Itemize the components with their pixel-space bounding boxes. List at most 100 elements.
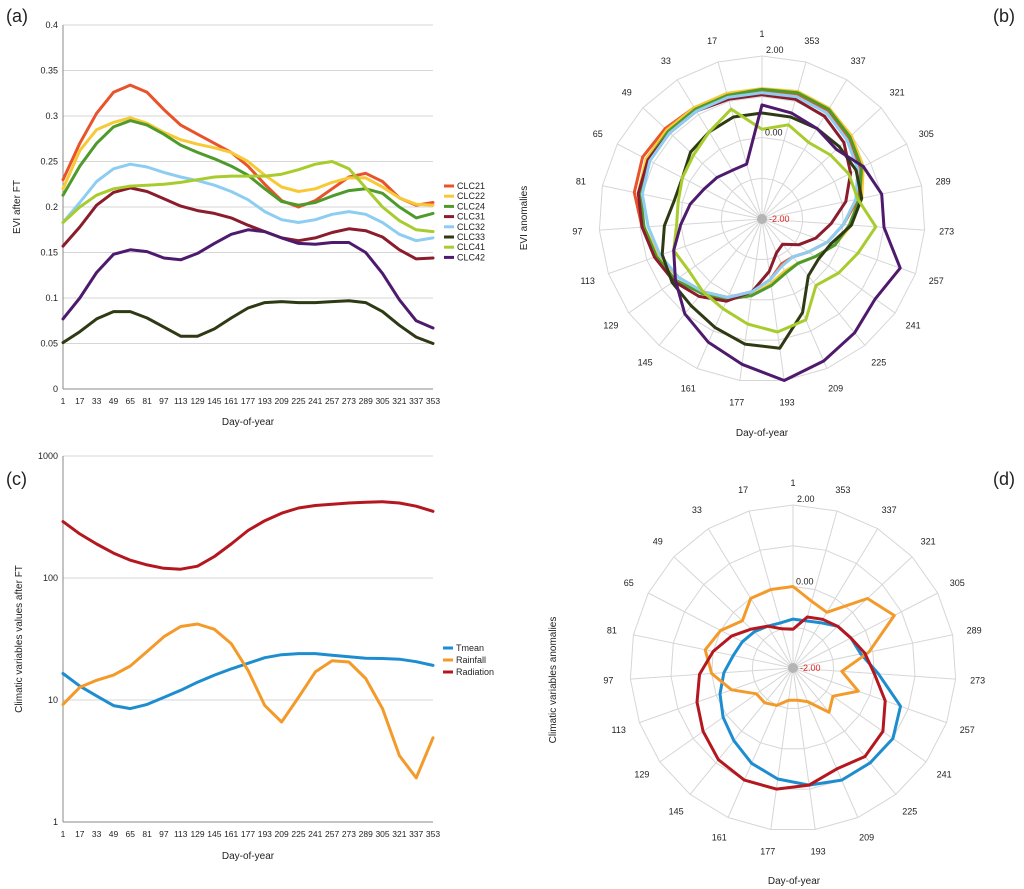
radar-center-dot	[788, 663, 798, 673]
y-tick-label: 0	[53, 384, 58, 394]
x-tick-label: 273	[342, 829, 356, 839]
radar-axis-label: 193	[811, 846, 826, 856]
radar-spoke	[676, 79, 763, 220]
radar-spoke	[761, 218, 828, 369]
panel-d-ylabel: Climatic variables anomalies	[548, 617, 559, 744]
x-tick-label: 49	[109, 829, 119, 839]
radar-center-dot	[757, 214, 767, 224]
radar-axis-label: 209	[859, 833, 874, 843]
radar-axis-label: 97	[572, 227, 582, 237]
panel-d-radar: 1 353 337 321 305 289 273 257 241 225 209 193 177 161…	[603, 478, 985, 856]
x-tick-label: 17	[75, 829, 85, 839]
x-tick-label: 353	[426, 396, 440, 406]
radar-axis-label: 225	[902, 807, 917, 817]
y-tick-label: 0.15	[40, 248, 58, 258]
x-tick-label: 225	[291, 396, 305, 406]
radar-axis-label: 145	[638, 358, 653, 368]
radar-ring	[670, 545, 916, 790]
y-tick-label: 10	[48, 695, 58, 705]
x-tick-label: 273	[342, 396, 356, 406]
radar-axis-label: 241	[906, 321, 921, 331]
radar-ring-label: 0.00	[796, 577, 814, 587]
radar-spoke	[673, 556, 794, 669]
x-tick-label: 81	[142, 396, 152, 406]
radar-spoke	[761, 185, 922, 220]
radar-outer-label: 2.00	[797, 494, 815, 504]
radar-axis-label: 129	[603, 321, 618, 331]
radar-axis-label: 305	[919, 129, 934, 139]
radar-axis-label: 81	[607, 625, 617, 635]
panel-b-label: (b)	[993, 6, 1015, 26]
radar-spoke	[792, 667, 927, 763]
y-tick-label: 0.1	[45, 293, 58, 303]
x-tick-label: 353	[426, 829, 440, 839]
radar-axis-label: 337	[851, 56, 866, 66]
legend-label-clc24: CLC24	[457, 201, 485, 211]
x-tick-label: 33	[92, 829, 102, 839]
radar-axis-label: 17	[707, 36, 717, 46]
radar-spoke	[792, 528, 879, 669]
panel-c-ylabel: Climatic variables values after FT	[14, 565, 25, 713]
radar-spoke	[792, 667, 816, 830]
radar-spoke	[792, 667, 897, 795]
radar-series-clc32	[640, 91, 860, 299]
radar-spoke	[761, 143, 907, 220]
radar-axis-label: 241	[937, 770, 952, 780]
legend-label-clc21: CLC21	[457, 181, 485, 191]
panel-c-y-ticks: 1 10 100 1000	[38, 451, 58, 827]
radar-axis-label: 225	[871, 358, 886, 368]
radar-spoke	[761, 61, 807, 220]
radar-axis-label: 353	[804, 36, 819, 46]
radar-spoke	[792, 510, 838, 669]
radar-axis-label: 65	[624, 578, 634, 588]
radar-axis-label: 97	[603, 676, 613, 686]
panel-a-series	[61, 83, 435, 345]
radar-axis-label: 1	[790, 478, 795, 488]
x-tick-label: 129	[190, 829, 204, 839]
radar-series-rainfall	[703, 585, 896, 714]
radar-axis-label: 177	[729, 397, 744, 407]
x-tick-label: 1	[61, 396, 66, 406]
radar-spoke	[792, 667, 859, 818]
legend-label-tmean: Tmean	[456, 643, 484, 653]
x-tick-label: 97	[159, 829, 169, 839]
y-tick-label: 0.05	[40, 339, 58, 349]
x-tick-label: 209	[275, 829, 289, 839]
radar-axis-label: 145	[669, 807, 684, 817]
legend-label-clc32: CLC32	[457, 222, 485, 232]
radar-axis-label: 65	[593, 129, 603, 139]
panel-d-xlabel: Day-of-year	[768, 876, 821, 887]
x-tick-label: 289	[359, 829, 373, 839]
panel-a-x-ticks: 1 17 33 49 65 81 97 113 129 145 161 177 193 209 225 241…	[61, 396, 441, 406]
y-tick-label: 100	[43, 573, 58, 583]
x-tick-label: 113	[174, 829, 188, 839]
radar-ring	[598, 55, 926, 381]
panel-c-xlabel: Day-of-year	[222, 851, 275, 862]
radar-axis-label: 337	[882, 505, 897, 515]
x-tick-label: 241	[308, 396, 322, 406]
radar-axis-label: 305	[950, 578, 965, 588]
radar-spoke	[792, 667, 947, 724]
radar-ring	[751, 626, 835, 709]
radar-spoke	[761, 218, 896, 314]
radar-axis-label: 49	[653, 537, 663, 547]
x-tick-label: 257	[325, 829, 339, 839]
legend-label-rainfall: Rainfall	[456, 655, 486, 665]
panel-d: (d) 1 353 337 321 305 289 273 257 241 225 209 193 17…	[548, 469, 1015, 887]
x-tick-label: 257	[325, 396, 339, 406]
y-tick-label: 0.25	[40, 157, 58, 167]
radar-spoke	[717, 61, 763, 220]
y-tick-label: 0.4	[45, 20, 58, 30]
radar-axis-label: 161	[681, 384, 696, 394]
x-tick-label: 289	[359, 396, 373, 406]
x-tick-label: 209	[275, 396, 289, 406]
radar-spoke	[761, 79, 848, 220]
legend-label-radiation: Radiation	[456, 667, 494, 677]
panel-c-label: (c)	[6, 469, 27, 489]
series-line-tmean	[61, 652, 435, 711]
radar-axis-label: 1	[759, 29, 764, 39]
panel-b-xlabel: Day-of-year	[736, 428, 789, 439]
radar-spoke	[642, 107, 763, 220]
panel-c-legend: Tmean Rainfall Radiation	[443, 643, 494, 677]
